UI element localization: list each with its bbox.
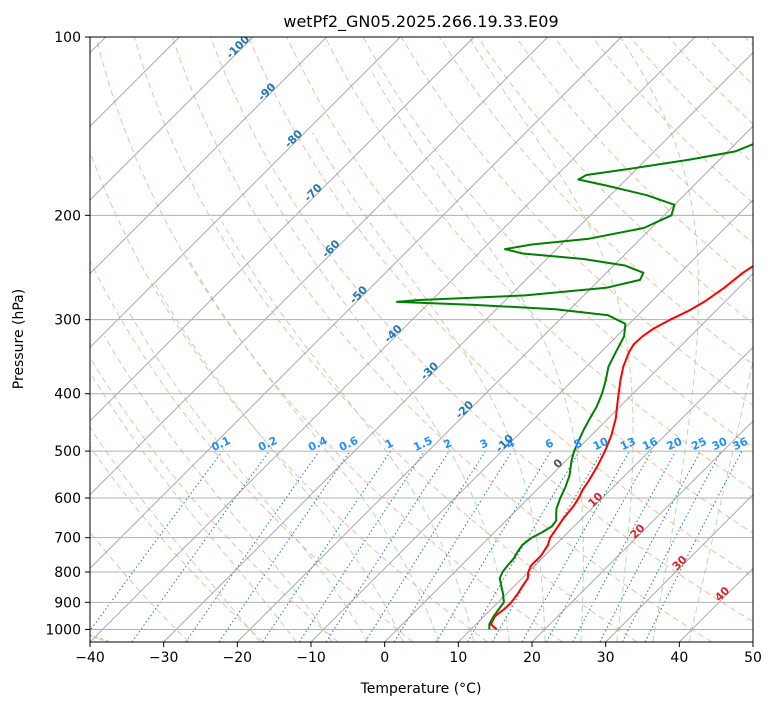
chart-title: wetPf2_GN05.2025.266.19.33.E09: [283, 12, 558, 32]
dry-adiabat-line: [90, 356, 339, 642]
dry-adiabat-line: [324, 37, 753, 491]
isotherm-line: [605, 494, 753, 642]
y-tick-label: 900: [54, 595, 81, 611]
moist-adiabat-line: [688, 358, 753, 642]
isotherm-line: [384, 273, 753, 642]
mixing-ratio-line: [325, 450, 450, 642]
y-tick-label: 100: [54, 30, 81, 46]
isotherm-line: [458, 346, 753, 642]
moist-adiabat-line: [262, 180, 510, 642]
mixing-ratio-label: 10: [591, 435, 611, 453]
x-tick-label: 10: [449, 650, 467, 666]
y-tick-label: 200: [54, 208, 81, 224]
isotherm-line: [90, 37, 475, 422]
mixing-ratio-label: 20: [665, 435, 685, 453]
mixing-ratio-label: 25: [689, 435, 708, 453]
y-tick-label: 1000: [45, 622, 81, 638]
dewpoint-profile-line: [395, 143, 753, 630]
isotherm-line: [237, 125, 753, 642]
dry-adiabat-line: [248, 37, 753, 578]
x-tick-label: 40: [670, 650, 688, 666]
mixing-ratio-label: 30: [710, 435, 730, 453]
mixing-ratio-label: 16: [640, 435, 660, 453]
isotherms: [90, 37, 753, 642]
dry-adiabat-line: [90, 259, 414, 642]
mixing-ratio-line: [644, 450, 743, 642]
sounding-series: [395, 143, 753, 631]
y-tick-label: 600: [54, 491, 81, 507]
moist-adiabat-line: [372, 72, 584, 642]
isotherm-line: [90, 37, 622, 569]
y-tick-label: 500: [54, 444, 81, 460]
mixing-ratio-line: [90, 450, 223, 632]
x-axis-label: Temperature (°C): [360, 681, 482, 697]
dry-adiabat-line: [210, 37, 753, 623]
x-tick-label: 20: [523, 650, 541, 666]
isotherm-line: [531, 420, 753, 642]
isotherm-line: [90, 37, 696, 642]
x-tick-label: −30: [149, 650, 179, 666]
plot-frame: [89, 36, 754, 643]
dry-adiabat-line: [171, 37, 712, 642]
mixing-ratio-line: [185, 450, 320, 642]
mixing-ratio-line: [572, 450, 677, 642]
moist-adiabat-line: [620, 37, 700, 642]
y-tick-label: 700: [54, 531, 81, 547]
y-axis-ticks: 100 200 300 400 500 600 700 800 900 1000: [45, 30, 90, 638]
dry-adiabat-line: [515, 37, 753, 284]
dry-adiabat-line: [133, 37, 638, 642]
x-tick-label: −10: [296, 650, 326, 666]
mixing-ratio-line: [298, 450, 425, 642]
dry-adiabat-line: [286, 37, 753, 534]
y-axis-label: Pressure (hPa): [11, 289, 27, 389]
x-tick-label: −20: [223, 650, 253, 666]
moist-adiabat-line: [154, 282, 404, 642]
moist-adiabat-line: [221, 221, 475, 642]
mixing-ratio-lines: [90, 450, 743, 642]
moist-adiabat-line: [186, 256, 439, 642]
moist-adiabat-line: [127, 310, 369, 642]
x-tick-label: 30: [597, 650, 615, 666]
isotherm-line: [163, 52, 753, 642]
mixing-ratio-line: [218, 450, 351, 642]
mixing-ratio-line: [521, 450, 630, 642]
moist-adiabat-line: [90, 426, 261, 642]
pressure-gridlines: [90, 37, 753, 630]
dry-adiabats: [90, 37, 753, 642]
y-tick-label: 400: [54, 387, 81, 403]
x-tick-label: 50: [744, 650, 762, 666]
moist-adiabat-line: [104, 336, 333, 642]
mixing-ratio-label: 13: [618, 435, 637, 453]
x-tick-label: 0: [380, 650, 389, 666]
dry-adiabat-line: [90, 445, 264, 642]
isotherm-line: [90, 37, 548, 496]
mixing-ratio-line: [262, 450, 392, 642]
isotherm-line: [310, 199, 753, 642]
y-tick-label: 300: [54, 313, 81, 329]
isotherm-line: [90, 37, 401, 348]
isotherm-line: [90, 37, 327, 275]
x-tick-label: −40: [75, 650, 105, 666]
y-tick-label: 800: [54, 565, 81, 581]
mixing-ratio-label: 36: [731, 435, 751, 453]
mixing-ratio-line: [545, 450, 653, 642]
mixing-ratio-line: [131, 450, 270, 642]
moist-adiabats: [90, 37, 753, 642]
temperature-profile-line: [489, 264, 753, 631]
isotherm-line: [90, 37, 254, 201]
mixing-ratio-line: [393, 450, 513, 642]
x-axis-ticks: −40 −30 −20 −10 0 10 20 30 40 50: [75, 642, 762, 666]
